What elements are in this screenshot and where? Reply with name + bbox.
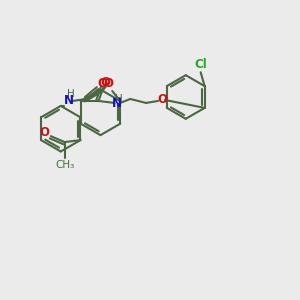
Text: O: O	[157, 94, 167, 106]
Text: N: N	[111, 98, 122, 110]
Text: H: H	[115, 94, 122, 104]
Text: CH₃: CH₃	[55, 160, 74, 170]
Text: N: N	[64, 94, 74, 107]
Text: O: O	[98, 76, 107, 90]
Text: O: O	[100, 76, 110, 88]
Text: H: H	[67, 89, 74, 99]
Text: O: O	[103, 76, 113, 90]
Text: O: O	[40, 126, 50, 139]
Text: Cl: Cl	[194, 58, 207, 71]
